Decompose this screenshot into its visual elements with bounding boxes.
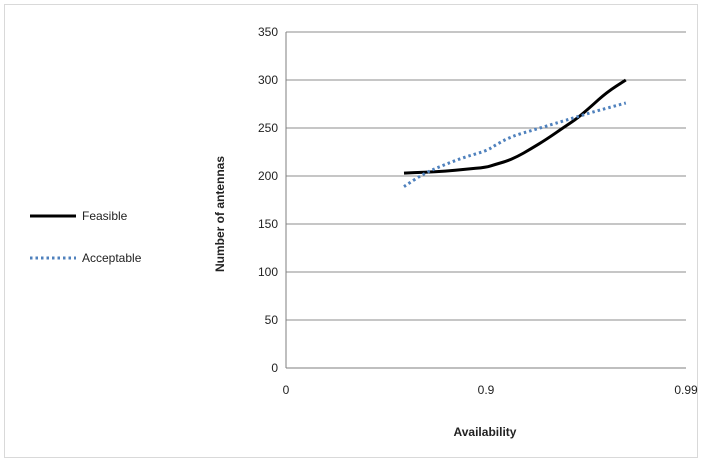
x-tick-labels: 0 0.9 0.99 [283,383,698,397]
y-tick-label: 0 [271,361,278,375]
legend-label-feasible: Feasible [82,209,128,223]
y-tick-label: 100 [258,265,278,279]
y-tick-label: 300 [258,73,278,87]
y-tick-label: 50 [265,313,279,327]
y-tick-label: 250 [258,121,278,135]
legend-label-acceptable: Acceptable [82,251,142,265]
x-axis-label: Availability [454,425,517,439]
y-axis-label: Number of antennas [213,156,227,272]
y-tick-labels: 0 50 100 150 200 250 300 350 [258,25,278,375]
y-tick-label: 200 [258,169,278,183]
gridlines [286,31,686,321]
series-line-acceptable [403,101,627,188]
legend: Feasible Acceptable [30,209,142,265]
y-tick-label: 150 [258,217,278,231]
x-tick-label: 0.99 [674,383,698,397]
y-tick-label: 350 [258,25,278,39]
series-layer [403,78,627,188]
x-tick-label: 0.9 [478,383,495,397]
x-tick-label: 0 [283,383,290,397]
series-line-feasible [403,78,627,175]
